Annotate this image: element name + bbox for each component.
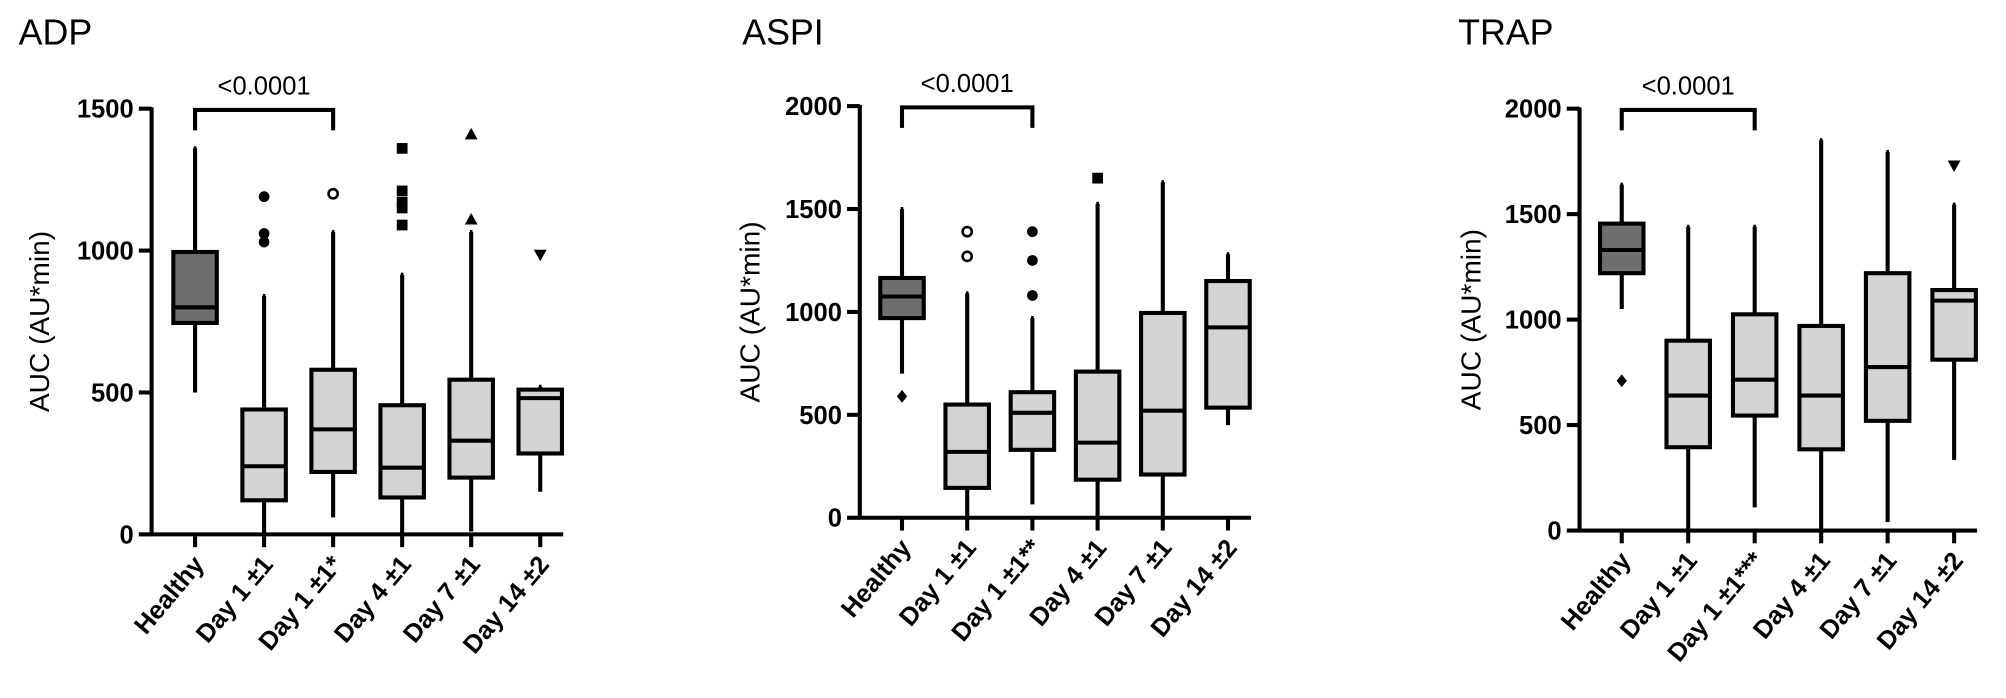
panel-title: TRAP: [1458, 13, 1553, 53]
y-tick-label: 1500: [77, 96, 134, 124]
outlier: [896, 389, 908, 403]
y-tick-label: 2000: [785, 93, 842, 121]
y-tick-label: 1000: [77, 238, 134, 266]
box: [1797, 323, 1845, 452]
outlier: [1027, 255, 1038, 266]
outlier: [327, 187, 340, 200]
box: [943, 402, 991, 490]
y-tick-label: 500: [799, 402, 842, 430]
significance-bracket: [193, 107, 336, 131]
y-tick-label: 0: [119, 521, 133, 549]
outlier: [464, 212, 478, 225]
outlier: [961, 225, 974, 238]
box: [171, 249, 219, 325]
outlier: [396, 202, 408, 214]
outlier: [533, 249, 547, 262]
outlier: [961, 250, 974, 263]
outlier: [1027, 226, 1038, 238]
y-tick-label: 1000: [1505, 307, 1562, 335]
box: [1863, 271, 1912, 423]
significance-bracket: [1619, 107, 1757, 131]
y-axis-label: AUC (AU*min): [24, 231, 55, 412]
outlier: [1947, 160, 1961, 173]
outlier: [1092, 172, 1103, 184]
outlier: [258, 236, 270, 248]
box: [1139, 310, 1187, 477]
box: [309, 367, 357, 474]
y-tick-label: 0: [1547, 517, 1561, 545]
outlier: [258, 228, 270, 239]
significance-bracket: [899, 105, 1035, 128]
panel-title: ASPI: [742, 13, 824, 53]
box: [240, 407, 288, 503]
y-tick-label: 500: [91, 379, 134, 407]
significance-label: <0.0001: [218, 73, 311, 101]
panel-title: ADP: [19, 13, 93, 53]
outlier: [396, 219, 408, 231]
y-tick-label: 1000: [785, 299, 842, 327]
outlier: [258, 191, 270, 203]
y-axis-label: AUC (AU*min): [1456, 229, 1487, 410]
outlier: [396, 185, 408, 197]
box: [1008, 390, 1057, 452]
y-tick-label: 1500: [1505, 201, 1562, 229]
y-tick-label: 500: [1519, 412, 1562, 440]
significance-label: <0.0001: [1642, 73, 1735, 101]
outlier: [1027, 290, 1038, 301]
box: [1204, 279, 1252, 410]
box: [378, 403, 426, 500]
box: [516, 387, 565, 456]
outlier: [396, 143, 408, 154]
outlier: [396, 196, 408, 208]
box: [447, 377, 495, 480]
significance-label: <0.0001: [921, 70, 1014, 98]
box: [1073, 369, 1122, 482]
y-tick-label: 0: [828, 505, 842, 533]
y-tick-label: 1500: [785, 196, 842, 224]
outlier: [1616, 374, 1627, 388]
box: [1730, 312, 1779, 418]
outlier: [464, 127, 478, 140]
y-axis-label: AUC (AU*min): [735, 221, 766, 402]
y-tick-label: 2000: [1505, 96, 1562, 124]
